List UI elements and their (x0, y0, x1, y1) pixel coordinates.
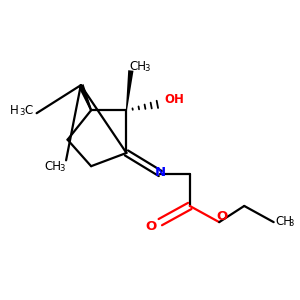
Text: 3: 3 (144, 64, 149, 73)
Text: N: N (155, 166, 166, 179)
Text: CH: CH (275, 215, 292, 228)
Text: 3: 3 (288, 219, 294, 228)
Text: C: C (24, 104, 32, 117)
Text: CH: CH (129, 60, 146, 73)
Text: H: H (10, 104, 19, 117)
Polygon shape (78, 84, 92, 111)
Polygon shape (126, 70, 134, 110)
Text: 3: 3 (19, 108, 24, 117)
Text: OH: OH (165, 93, 184, 106)
Text: O: O (146, 220, 157, 233)
Text: CH: CH (44, 160, 61, 173)
Text: O: O (217, 210, 228, 223)
Text: 3: 3 (60, 164, 65, 173)
